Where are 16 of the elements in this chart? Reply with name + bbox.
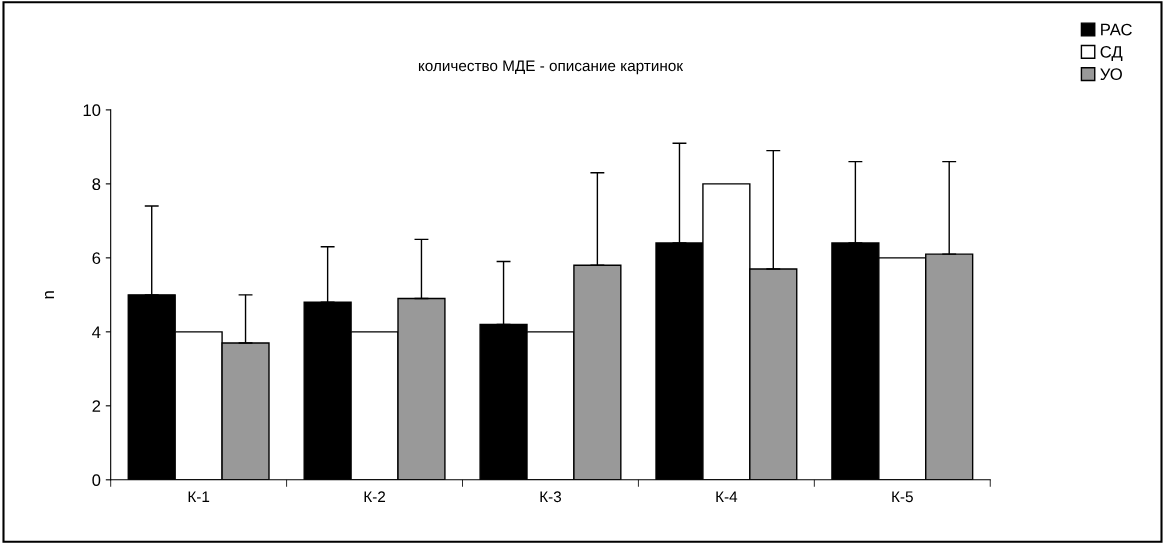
x-tick-label: К-2 xyxy=(364,491,386,502)
legend-label: УО xyxy=(1100,68,1122,81)
y-tick-label: 6 xyxy=(92,252,101,265)
x-tick-label: К-3 xyxy=(540,491,562,503)
x-tick-label: К-4 xyxy=(716,491,738,502)
legend-label: СД xyxy=(1100,45,1123,61)
y-tick-label: 4 xyxy=(92,326,101,338)
y-axis-title: n xyxy=(44,291,54,299)
y-tick-label: 0 xyxy=(92,474,101,487)
y-tick-label: 8 xyxy=(92,178,101,191)
x-tick-label: К-5 xyxy=(892,491,913,503)
y-tick-label: 10 xyxy=(83,104,101,117)
chart-title: количество МДЕ - описание картинок xyxy=(418,60,684,75)
legend-label: РАС xyxy=(1101,23,1132,36)
y-tick-label: 2 xyxy=(92,400,101,412)
x-tick-label: К-1 xyxy=(188,491,210,502)
